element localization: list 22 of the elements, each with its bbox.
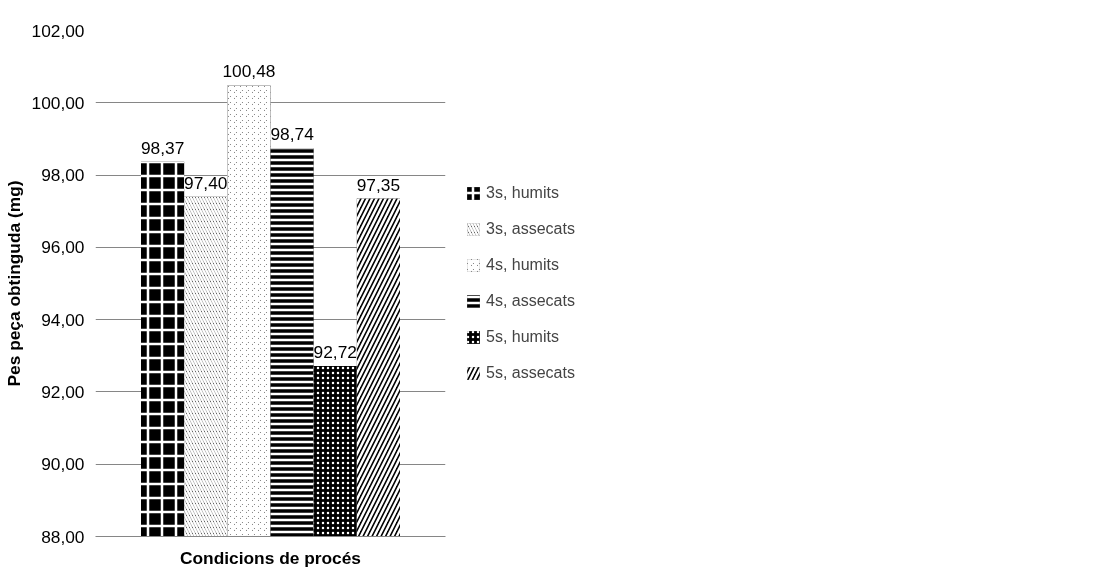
data-label: 98,37 bbox=[140, 137, 185, 158]
legend-label: 3s, humits bbox=[486, 184, 560, 202]
data-label: 100,48 bbox=[222, 61, 276, 82]
data-label: 97,35 bbox=[356, 174, 401, 195]
data-label: 98,74 bbox=[270, 124, 315, 145]
data-label: 92,72 bbox=[313, 341, 357, 362]
y-tick-label: 98,00 bbox=[41, 165, 85, 186]
y-tick-label: 100,00 bbox=[31, 92, 85, 113]
y-tick-label: 92,00 bbox=[41, 381, 85, 402]
x-axis-title: Condicions de procés bbox=[179, 547, 362, 568]
y-tick-label: 96,00 bbox=[41, 237, 85, 258]
y-tick-label: 102,00 bbox=[31, 20, 85, 41]
y-tick-label: 90,00 bbox=[41, 454, 85, 475]
legend-label: 5s, humits bbox=[486, 328, 560, 346]
y-tick-label: 94,00 bbox=[41, 309, 85, 330]
y-axis-title: Pes peça obtinguda (mg) bbox=[3, 180, 24, 387]
legend-label: 4s, humits bbox=[486, 256, 560, 274]
y-tick-label: 88,00 bbox=[41, 526, 85, 547]
data-label: 97,40 bbox=[184, 172, 228, 193]
legend-label: 4s, assecats bbox=[486, 292, 576, 310]
legend-label: 5s, assecats bbox=[486, 364, 576, 382]
legend-label: 3s, assecats bbox=[486, 220, 576, 238]
